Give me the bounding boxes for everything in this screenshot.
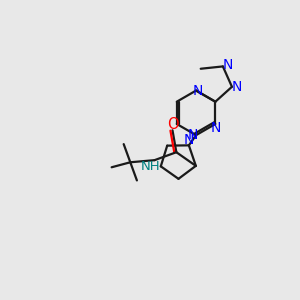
Text: N: N (192, 84, 203, 98)
Text: NH: NH (141, 160, 161, 172)
Text: O: O (167, 117, 178, 132)
Text: N: N (187, 128, 198, 142)
Text: N: N (222, 58, 232, 72)
Text: N: N (232, 80, 242, 94)
Text: N: N (210, 122, 220, 136)
Text: N: N (184, 133, 194, 147)
